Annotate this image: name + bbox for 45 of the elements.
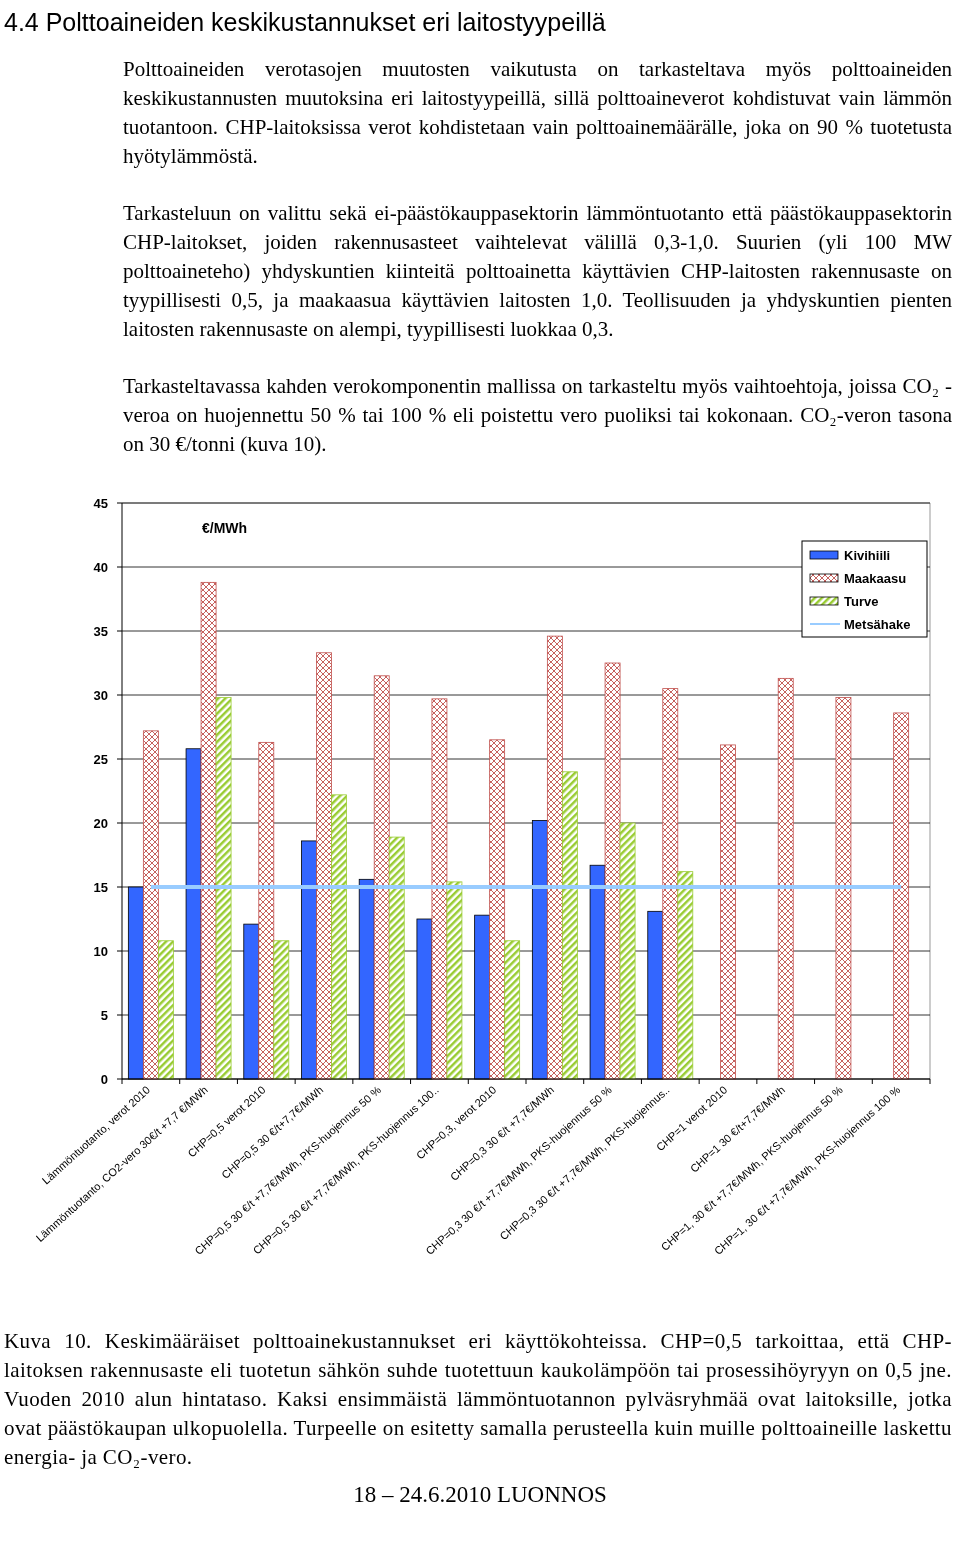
y-tick-label: 35 xyxy=(93,623,108,639)
bar xyxy=(504,940,521,1080)
y-tick-label: 30 xyxy=(93,687,108,703)
legend-label: Kivihiili xyxy=(844,547,891,563)
bar xyxy=(388,836,405,1080)
chart-title: 4.4 Polttoaineiden keskikustannukset eri laitostyypeillä xyxy=(4,8,607,37)
text: Tarkasteluun on valittu sekä ei-päästökauppasektorin lämmöntuotanto että päästökauppasektorin CHP-laitokset, joiden rakennusasteet vaihtelevat välillä 0,3-1,0. Suurien (yli 100 MW polttoaineteho) yhdyskuntien kiinteitä polttoainetta käyttävien CHP-laitosten rakennusaste on tyypillisesti 0,5, ja maakaasua käyttävien laitosten 1,0. Teollisuuden ja yhdyskuntien pienten laitosten rakennusaste on alempi, tyypillisesti luokkaa 0,3. xyxy=(123,200,952,343)
bar xyxy=(662,688,679,1080)
bar xyxy=(677,871,694,1080)
bar xyxy=(157,940,174,1080)
bar xyxy=(142,730,159,1080)
text: Kuva 10. Keskimääräiset polttoainekustannukset eri käyttökohteissa. CHP=0,5 tarkoittaa, että CHP-laitoksen rakennusaste eli tuotetun sähkön suhde tuotettuun kaukolämpöön tai prosessihöyryyn on 0,5 jne. Vuoden 2010 alun hintataso. Kaksi ensimmäistä lämmöntuotannon pylväsryhmää ovat laitoksille, jotka ovat päästökaupan ulkopuolella. Turpeelle on esitetty samalla perusteella kuin muille polttoaineille laskettu energia- ja CO₂-vero. xyxy=(4,1328,952,1471)
bar xyxy=(331,794,347,1080)
bar xyxy=(893,712,910,1080)
bar xyxy=(489,739,506,1080)
bar xyxy=(777,677,794,1080)
bar xyxy=(619,822,636,1080)
bar xyxy=(431,698,448,1080)
legend-label: Maakaasu xyxy=(844,570,907,586)
bar xyxy=(373,675,390,1080)
y-tick-label: 20 xyxy=(93,815,108,831)
bar xyxy=(720,744,736,1080)
bar xyxy=(561,771,578,1080)
bar xyxy=(258,741,275,1080)
y-tick-label: 10 xyxy=(93,943,108,959)
legend-label: Metsähake xyxy=(844,616,911,632)
y-tick-label: 25 xyxy=(93,751,108,767)
y-tick-label: 5 xyxy=(100,1007,108,1023)
bar xyxy=(835,697,852,1080)
legend-label: Turve xyxy=(844,593,879,609)
text: 18 – 24.6.2010 LUONNOS xyxy=(352,1482,608,1508)
y-tick-label: 0 xyxy=(100,1071,108,1087)
bar xyxy=(273,940,290,1080)
bar xyxy=(604,662,621,1080)
y-tick-label: 40 xyxy=(93,559,108,575)
bar xyxy=(215,697,232,1080)
text: Tarkasteltavassa kahden verokomponentin mallissa on tarkasteltu myös vaihtoehtoja, joissa CO₂ -veroa on huojennettu 50 % tai 100 % eli poistettu vero puoliksi tai kokonaan. CO₂-veron tasona on 30 €/tonni (kuva 10). xyxy=(123,373,952,458)
chart-subtitle: Polttoaineiden verotasojen muutosten vaikutusta on tarkasteltava myös polttoaineiden keskikustannusten muutoksina eri laitostyypeillä, sillä polttoaineverot kohdistuvat vain lämmön tuotantoon. CHP-laitoksissa verot kohdistetaan vain polttoainemäärälle, joka on 90 % tuotetusta hyötylämmöstä. xyxy=(123,56,952,170)
bar xyxy=(316,652,332,1080)
y-tick-label: 15 xyxy=(93,879,108,895)
bar xyxy=(200,581,217,1080)
y-tick-label: 45 xyxy=(93,495,108,511)
bar xyxy=(546,635,563,1080)
y-axis-title: €/MWh xyxy=(202,520,248,536)
bar xyxy=(446,881,463,1080)
